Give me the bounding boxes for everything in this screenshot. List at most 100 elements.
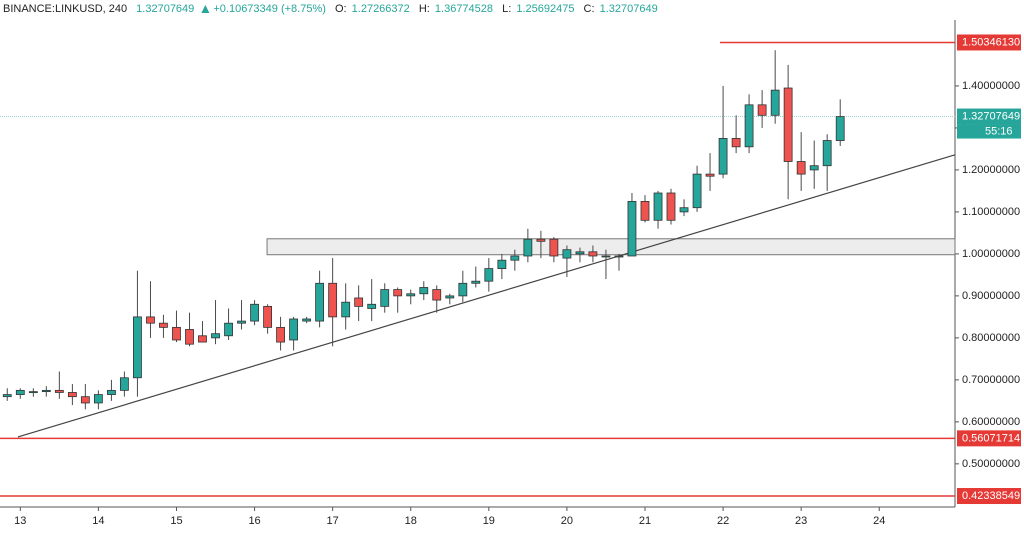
candle-body <box>744 104 754 148</box>
y-tick-label: 0.70000000 <box>962 374 1020 386</box>
x-tick-label: 22 <box>717 515 729 527</box>
candle-body <box>159 322 168 328</box>
level-label: 1.50346130 <box>962 36 1020 48</box>
candle-body <box>796 161 806 175</box>
y-tick-label: 0.50000000 <box>962 458 1020 470</box>
candle-body <box>2 394 12 398</box>
candle-body <box>315 282 325 322</box>
candle-body <box>523 238 533 257</box>
candle-body <box>198 335 207 343</box>
level-label-box <box>957 488 1021 505</box>
candle-body <box>679 207 689 213</box>
candle-body <box>705 173 715 177</box>
candle-body <box>380 289 390 307</box>
ohlc-label: C: <box>584 3 595 15</box>
header: BINANCE:LINKUSD, 240 1.32707649 +0.10673… <box>3 3 658 15</box>
candle-body <box>601 255 611 258</box>
candle-body <box>28 391 38 394</box>
candle-body <box>250 303 259 322</box>
x-tick-label: 20 <box>561 515 573 527</box>
candle-body <box>783 87 793 162</box>
candle-body <box>419 287 429 295</box>
candle-body <box>41 389 51 393</box>
last-price: 1.32707649 <box>136 3 194 15</box>
candle-body <box>406 293 416 297</box>
candle-body <box>172 326 181 341</box>
x-tick-label: 23 <box>795 515 807 527</box>
candle-body <box>653 192 663 221</box>
level-label: 0.56071714 <box>962 432 1020 444</box>
zone <box>266 238 956 256</box>
candle-body <box>497 259 507 269</box>
ohlc-value: 1.25692475 <box>516 3 574 15</box>
ohlc-label: H: <box>419 3 430 15</box>
level-label: 0.42338549 <box>962 490 1020 502</box>
current-price-box <box>957 108 1021 125</box>
candle-body <box>341 301 351 318</box>
x-tick-label: 13 <box>14 515 26 527</box>
y-tick-label: 0.60000000 <box>962 416 1020 428</box>
candle-body <box>562 249 572 259</box>
candle-body <box>263 305 273 328</box>
candle-body <box>445 295 455 299</box>
candle-body <box>93 394 103 404</box>
candle-body <box>54 389 64 393</box>
candle-body <box>119 377 129 391</box>
candle-body <box>835 116 845 141</box>
x-tick-label: 21 <box>639 515 651 527</box>
ohlc-value: 1.32707649 <box>600 3 658 15</box>
x-tick-label: 19 <box>483 515 495 527</box>
candle-body <box>237 320 246 324</box>
candle-body <box>146 316 155 324</box>
level-label-box <box>957 430 1021 447</box>
ohlc-value: 1.36774528 <box>435 3 493 15</box>
y-tick-label: 1.40000000 <box>962 80 1020 92</box>
symbol: BINANCE:LINKUSD, 240 <box>3 3 127 15</box>
ohlc-label: L: <box>502 3 511 15</box>
candle-body <box>627 201 637 257</box>
candle-body <box>393 289 403 297</box>
candle-body <box>302 318 312 322</box>
candle-body <box>471 280 481 284</box>
candle-body <box>666 192 676 221</box>
y-tick-label: 1.20000000 <box>962 164 1020 176</box>
y-tick-label: 1.10000000 <box>962 206 1020 218</box>
x-tick-label: 16 <box>248 515 260 527</box>
x-tick-label: 24 <box>873 515 885 527</box>
candle-body <box>432 289 442 301</box>
countdown: 55:16 <box>985 125 1013 137</box>
candle-body <box>575 251 585 255</box>
level-label-box <box>957 34 1021 51</box>
candle-body <box>640 201 650 221</box>
candle-body <box>328 282 338 318</box>
up-arrow <box>201 5 210 13</box>
y-tick-label: 0.80000000 <box>962 332 1020 344</box>
candle-body <box>718 138 728 175</box>
candle-body <box>67 392 77 398</box>
candle-body <box>731 138 741 148</box>
candle-body <box>458 282 468 297</box>
ohlc-value: 1.27266372 <box>352 3 410 15</box>
candle-body <box>692 173 702 209</box>
candle-body <box>133 316 142 379</box>
candle-body <box>15 389 25 395</box>
trendline <box>17 154 956 438</box>
candle-body <box>536 238 546 242</box>
candle-body <box>510 255 520 261</box>
candle-body <box>224 322 233 337</box>
x-tick-label: 15 <box>170 515 182 527</box>
candle-body <box>770 89 780 116</box>
candle-body <box>549 238 559 257</box>
change: +0.10673349 (+8.75%) <box>213 3 326 15</box>
y-tick-label: 0.90000000 <box>962 290 1020 302</box>
candle-body <box>276 326 285 343</box>
candle-body <box>354 297 364 307</box>
candle-body <box>107 389 116 395</box>
candle-body <box>185 329 194 345</box>
countdown-box <box>957 124 1021 139</box>
candle-body <box>484 268 494 282</box>
ohlc-label: O: <box>335 3 347 15</box>
candle-body <box>289 318 299 341</box>
candle-body <box>367 303 377 309</box>
